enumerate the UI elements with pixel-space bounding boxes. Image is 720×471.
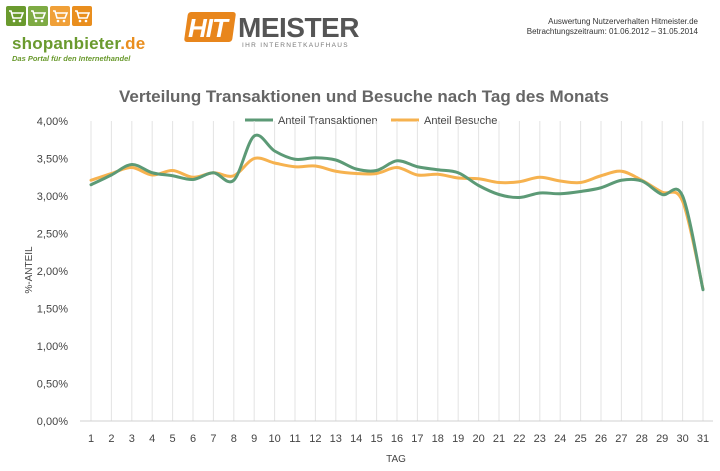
cart-icon xyxy=(50,6,70,26)
x-tick-label: 28 xyxy=(636,433,648,445)
x-tick-label: 13 xyxy=(330,433,342,445)
cart-icon xyxy=(28,6,48,26)
report-info-line2: Betrachtungszeitraum: 01.06.2012 – 31.05… xyxy=(526,27,698,36)
x-tick-label: 25 xyxy=(574,433,586,445)
chart-title: Verteilung Transaktionen und Besuche nac… xyxy=(119,87,609,106)
x-tick-label: 19 xyxy=(452,433,464,445)
hitmeister-logo: HIT MEISTER IHR INTERNETKAUFHAUS xyxy=(183,12,359,52)
series-lines xyxy=(89,133,705,292)
y-tick-label: 3,50% xyxy=(37,154,68,166)
x-tick-label: 31 xyxy=(697,433,709,445)
x-tick-label: 21 xyxy=(493,433,505,445)
y-tick-label: 0,00% xyxy=(37,416,68,428)
series-line-besuche xyxy=(89,156,705,291)
x-tick-label: 30 xyxy=(676,433,688,445)
shopanbieter-logo: shopanbieter.de Das Portal für den Inter… xyxy=(6,6,145,63)
y-tick-label: 2,00% xyxy=(37,266,68,278)
x-tick-label: 26 xyxy=(595,433,607,445)
y-tick-label: 0,50% xyxy=(37,379,68,391)
hit-text: HIT xyxy=(188,13,228,43)
x-tick-label: 29 xyxy=(656,433,668,445)
x-tick-label: 12 xyxy=(309,433,321,445)
x-tick-label: 18 xyxy=(432,433,444,445)
x-tick-label: 15 xyxy=(370,433,382,445)
x-tick-label: 9 xyxy=(251,433,257,445)
x-tick-label: 14 xyxy=(350,433,362,445)
report-info-line1: Auswertung Nutzerverhalten Hitmeister.de xyxy=(548,17,698,26)
y-tick-label: 2,50% xyxy=(37,229,68,241)
x-tick-label: 1 xyxy=(88,433,94,445)
x-tick-label: 20 xyxy=(472,433,484,445)
legend-label-transaktionen: Anteil Transaktionen xyxy=(278,115,378,127)
y-axis-label: %-ANTEIL xyxy=(24,246,35,294)
x-tick-label: 3 xyxy=(129,433,135,445)
x-tick-label: 5 xyxy=(170,433,176,445)
cart-icon xyxy=(6,6,26,26)
y-tick-label: 1,50% xyxy=(37,304,68,316)
x-tick-label: 6 xyxy=(190,433,196,445)
shop-tagline: Das Portal für den Internethandel xyxy=(12,54,131,63)
x-axis-label: TAG xyxy=(386,454,406,465)
x-tick-label: 10 xyxy=(268,433,280,445)
y-tick-labels: 0,00% 0,50% 1,00% 1,50% 2,00% 2,50% 3,00% 3,50%… xyxy=(37,116,68,428)
x-tick-label: 7 xyxy=(210,433,216,445)
x-tick-label: 27 xyxy=(615,433,627,445)
legend: Anteil Transaktionen Anteil Besuche xyxy=(245,115,497,127)
y-tick-label: 4,00% xyxy=(37,116,68,128)
x-tick-label: 4 xyxy=(149,433,155,445)
x-tick-label: 11 xyxy=(289,433,300,445)
x-tick-label: 17 xyxy=(411,433,423,445)
report-info: Auswertung Nutzerverhalten Hitmeister.de… xyxy=(527,17,698,37)
x-tick-labels: 1 2 3 4 5 6 7 8 9 10 11 12 13 14 15 16 17 18 19 20 21 22 23 24 2… xyxy=(88,433,709,445)
legend-label-besuche: Anteil Besuche xyxy=(424,115,497,127)
x-tick-label: 2 xyxy=(108,433,114,445)
meister-text: MEISTER xyxy=(238,12,359,43)
x-tick-label: 23 xyxy=(534,433,546,445)
y-tick-label: 3,00% xyxy=(37,191,68,203)
cart-icon-row xyxy=(6,6,92,26)
hitmeister-subline: IHR INTERNETKAUFHAUS xyxy=(242,42,349,49)
header: shopanbieter.de Das Portal für den Inter… xyxy=(0,0,720,70)
x-tick-label: 8 xyxy=(231,433,237,445)
series-line-transaktionen xyxy=(89,133,705,292)
x-tick-label: 16 xyxy=(391,433,403,445)
shop-name: shopanbieter.de xyxy=(12,34,146,53)
cart-icon xyxy=(72,6,92,26)
x-tick-label: 22 xyxy=(513,433,525,445)
y-tick-label: 1,00% xyxy=(37,341,68,353)
x-tick-label: 24 xyxy=(554,433,566,445)
